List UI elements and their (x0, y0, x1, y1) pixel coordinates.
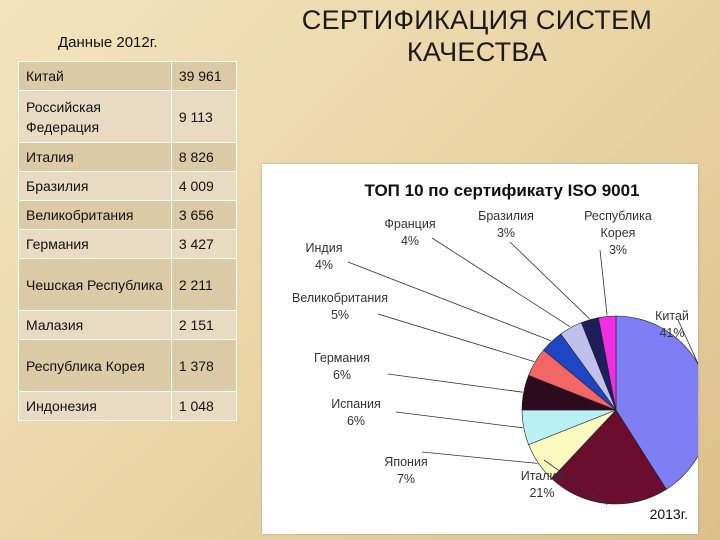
value-cell: 2 211 (170, 258, 238, 311)
country-cell: Малазия (18, 310, 172, 340)
slice-label: Бразилия 3% (478, 209, 534, 240)
table-row: Чешская Республика 2 211 (18, 258, 238, 311)
slice-label: Франция 4% (384, 217, 435, 248)
value-cell: 4 009 (170, 171, 238, 201)
slice-label: Испания 6% (331, 397, 381, 428)
pie-slice (551, 409, 667, 505)
leader-line (395, 411, 523, 429)
leader-line (599, 249, 608, 316)
country-cell: Великобритания (18, 200, 172, 230)
leader-line (509, 241, 590, 320)
table-caption: Данные 2012г. (58, 34, 158, 51)
leader-line (421, 451, 538, 464)
leader-line (347, 261, 552, 342)
value-cell: 8 826 (170, 142, 238, 172)
country-cell: Чешская Республика (18, 258, 172, 311)
table-row: Малазия 2 151 (18, 310, 238, 340)
value-cell: 3 656 (170, 200, 238, 230)
pie-slice (615, 315, 698, 490)
leader-line (677, 319, 698, 365)
value-cell: 2 151 (170, 310, 238, 340)
slice-label: Италия 21% (521, 469, 564, 500)
table-row: Республика Корея 1 378 (18, 339, 238, 392)
country-cell: Республика Корея (18, 339, 172, 392)
slice-label: Индия 4% (306, 241, 343, 272)
table-row: Китай 39 961 (18, 61, 238, 91)
country-cell: Китай (18, 61, 172, 91)
country-cell: Индонезия (18, 391, 172, 421)
value-cell: 39 961 (170, 61, 238, 91)
pie-slice (598, 315, 617, 411)
value-cell: 1 048 (170, 391, 238, 421)
chart-title: ТОП 10 по сертификату ISO 9001 (364, 181, 639, 200)
table-row: Великобритания 3 656 (18, 200, 238, 230)
slice-label: Республика Корея 3% (584, 209, 652, 257)
country-cell: Бразилия (18, 171, 172, 201)
pie-chart: ТОП 10 по сертификату ISO 9001 Китай 41% Ит… (292, 181, 698, 505)
table-row: Бразилия 4 009 (18, 171, 238, 201)
value-cell: 9 113 (170, 90, 238, 143)
pie-chart-panel: ТОП 10 по сертификату ISO 9001 Китай 41% Ит… (262, 164, 698, 534)
slice-label: Великобритания 5% (292, 291, 388, 322)
table-row: Италия 8 826 (18, 142, 238, 172)
table-row: Индонезия 1 048 (18, 391, 238, 421)
leader-line (377, 313, 535, 362)
leader-line (387, 373, 523, 393)
country-cell: Германия (18, 229, 172, 259)
value-cell: 3 427 (170, 229, 238, 259)
value-cell: 1 378 (170, 339, 238, 392)
certification-table: Китай 39 961 Российская Федерация 9 113 Итал… (18, 61, 238, 421)
leader-line (431, 237, 571, 328)
table-row: Российская Федерация 9 113 (18, 90, 238, 143)
slice-label: Китай 41% (655, 309, 689, 340)
year-label: 2013г. (649, 506, 688, 522)
slice-label: Германия 6% (314, 351, 370, 382)
country-cell: Италия (18, 142, 172, 172)
slice-label: Япония 7% (384, 455, 427, 486)
table-row: Германия 3 427 (18, 229, 238, 259)
slide-title: СЕРТИФИКАЦИЯ СИСТЕМ КАЧЕСТВА (301, 5, 653, 67)
country-cell: Российская Федерация (18, 90, 172, 143)
leader-line (543, 459, 608, 505)
